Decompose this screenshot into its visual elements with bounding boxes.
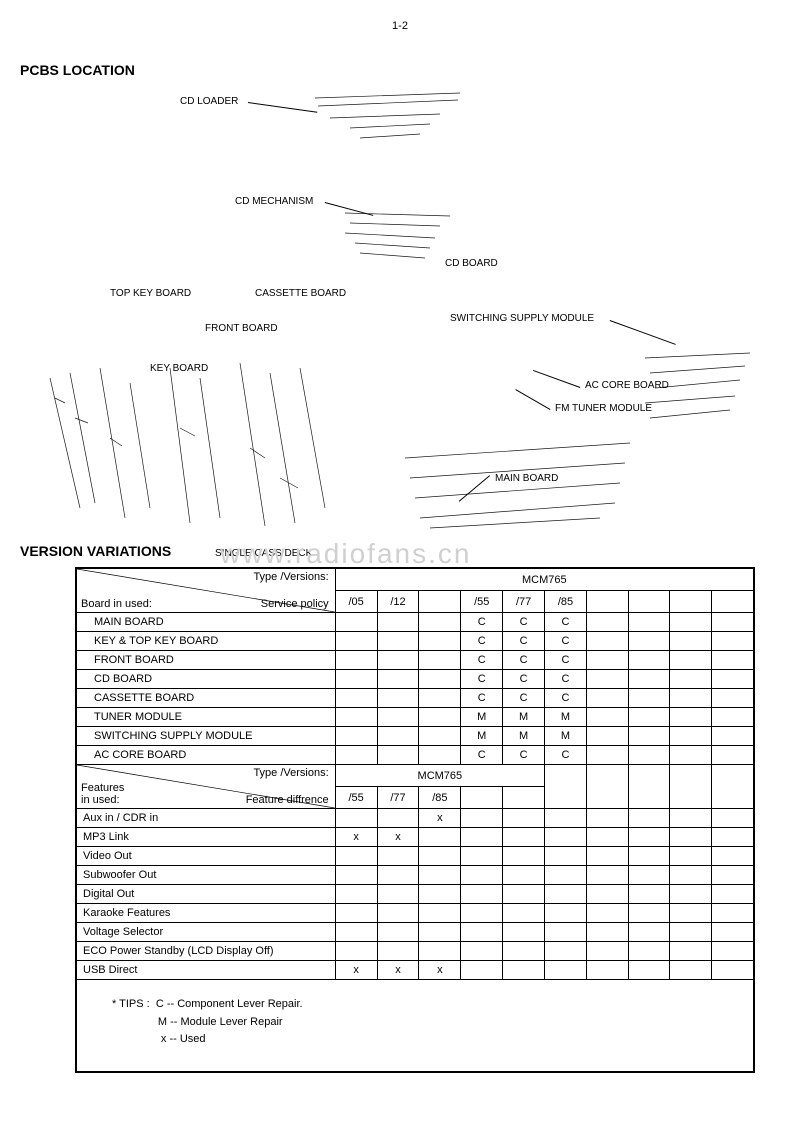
table-row: FRONT BOARDCCC	[77, 651, 754, 670]
feature-difference-label: Feature diffrence	[246, 794, 329, 806]
label-ac-core-board: AC CORE BOARD	[585, 380, 669, 391]
label-cassette-board: CASSETTE BOARD	[255, 288, 346, 299]
table-row: ECO Power Standby (LCD Display Off)	[77, 942, 754, 961]
tips-prefix: * TIPS :	[112, 998, 150, 1010]
tips-m: M -- Module Lever Repair	[158, 1016, 283, 1028]
label-key-board: KEY BOARD	[150, 363, 208, 374]
tips-c: C -- Component Lever Repair.	[156, 998, 303, 1010]
table-row: TUNER MODULEMMM	[77, 708, 754, 727]
tips-block: * TIPS : C -- Component Lever Repair. M …	[82, 982, 748, 1069]
label-cd-mechanism: CD MECHANISM	[235, 196, 313, 207]
features-in-used-label: Features in used:	[81, 782, 124, 806]
table-row: AC CORE BOARDCCC	[77, 746, 754, 765]
table-row: CASSETTE BOARDCCC	[77, 689, 754, 708]
pcbs-location-title: PCBS LOCATION	[20, 62, 800, 78]
version-table-container: Type /Versions: Board in used: Service p…	[75, 567, 755, 1073]
board-in-used-label: Board in used:	[81, 598, 152, 610]
service-policy-label: Service policy	[261, 598, 329, 610]
table-row: KEY & TOP KEY BOARDCCC	[77, 632, 754, 651]
label-fm-tuner: FM TUNER MODULE	[555, 403, 652, 414]
model-header-2: MCM765	[335, 765, 544, 787]
table-row: Aux in / CDR inx	[77, 809, 754, 828]
label-top-key-board: TOP KEY BOARD	[110, 288, 191, 299]
table-row: USB Directxxx	[77, 961, 754, 980]
type-versions-label-2: Type /Versions:	[253, 767, 328, 779]
table-row: MAIN BOARDCCC	[77, 613, 754, 632]
label-cd-board: CD BOARD	[445, 258, 498, 269]
label-front-board: FRONT BOARD	[205, 323, 278, 334]
page-number: 1-2	[0, 0, 800, 32]
version-table: Type /Versions: Board in used: Service p…	[76, 568, 754, 1072]
label-cd-loader: CD LOADER	[180, 96, 238, 107]
watermark: www.radiofans.cn	[220, 538, 471, 570]
table-row: Voltage Selector	[77, 923, 754, 942]
table-row: Digital Out	[77, 885, 754, 904]
tips-x: x -- Used	[161, 1033, 206, 1045]
table-row: Video Out	[77, 847, 754, 866]
table-row: Karaoke Features	[77, 904, 754, 923]
label-main-board: MAIN BOARD	[495, 473, 558, 484]
table-row: Subwoofer Out	[77, 866, 754, 885]
table-row: MP3 Linkxx	[77, 828, 754, 847]
label-switching-supply: SWITCHING SUPPLY MODULE	[450, 313, 594, 324]
pcbs-diagram: CD LOADER CD MECHANISM CD BOARD TOP KEY …	[20, 78, 780, 538]
model-header-1: MCM765	[335, 569, 753, 591]
type-versions-label: Type /Versions:	[253, 571, 328, 583]
table-row: CD BOARDCCC	[77, 670, 754, 689]
table-row: SWITCHING SUPPLY MODULEMMM	[77, 727, 754, 746]
